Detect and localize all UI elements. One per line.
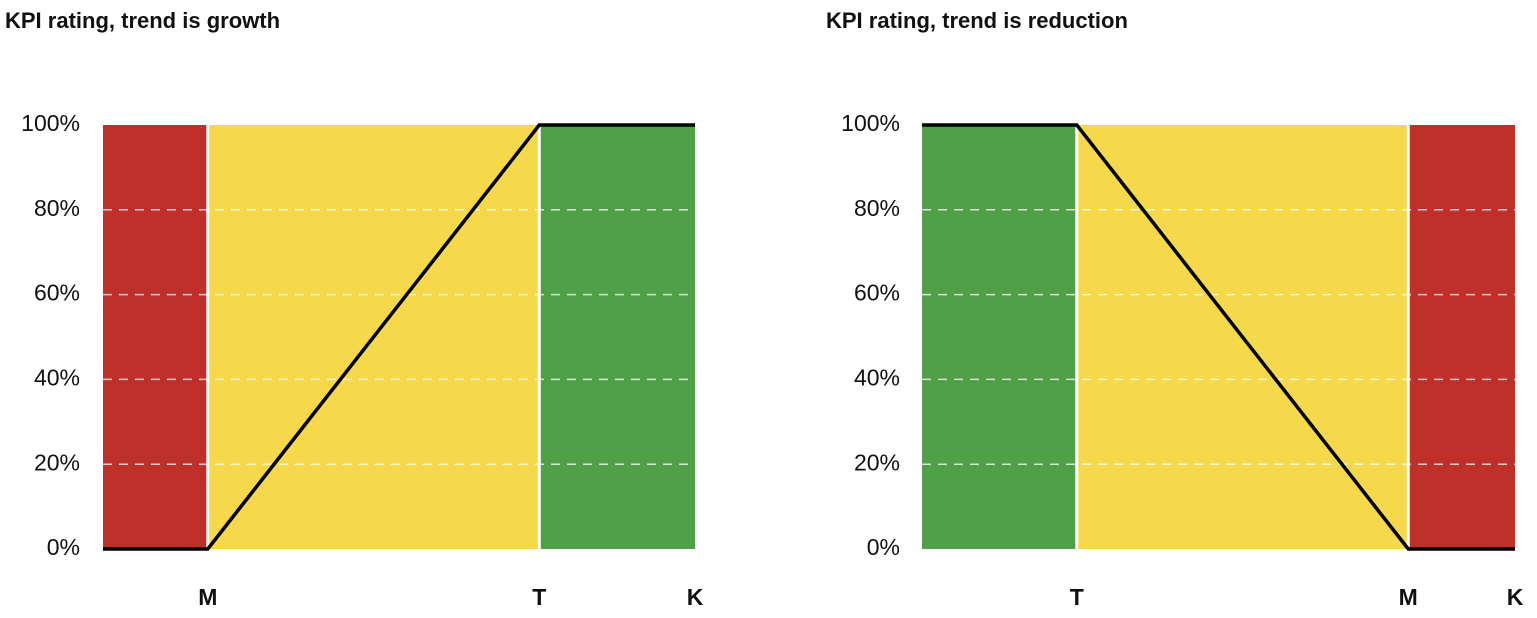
y-tick-label: 80%	[854, 195, 900, 221]
x-tick-label: T	[1070, 584, 1084, 610]
x-tick-label: T	[532, 584, 546, 610]
x-tick-label: K	[1507, 584, 1524, 610]
y-tick-label: 20%	[854, 449, 900, 475]
chart-title: KPI rating, trend is reduction	[826, 8, 1128, 33]
y-tick-label: 20%	[34, 449, 80, 475]
chart-title: KPI rating, trend is growth	[5, 8, 280, 33]
y-tick-label: 100%	[841, 110, 900, 136]
zone	[922, 125, 1077, 549]
zone	[103, 125, 208, 549]
y-tick-label: 0%	[867, 534, 900, 560]
y-tick-label: 40%	[34, 364, 80, 390]
zone	[539, 125, 695, 549]
y-tick-label: 0%	[47, 534, 80, 560]
x-tick-label: M	[1399, 584, 1418, 610]
kpi-line	[103, 123, 695, 551]
y-tick-label: 80%	[34, 195, 80, 221]
y-tick-label: 60%	[854, 280, 900, 306]
y-tick-label: 40%	[854, 364, 900, 390]
kpi-line	[922, 123, 1515, 551]
x-tick-label: K	[687, 584, 704, 610]
x-tick-label: M	[198, 584, 217, 610]
y-tick-label: 100%	[21, 110, 80, 136]
zone	[1408, 125, 1515, 549]
y-tick-label: 60%	[34, 280, 80, 306]
